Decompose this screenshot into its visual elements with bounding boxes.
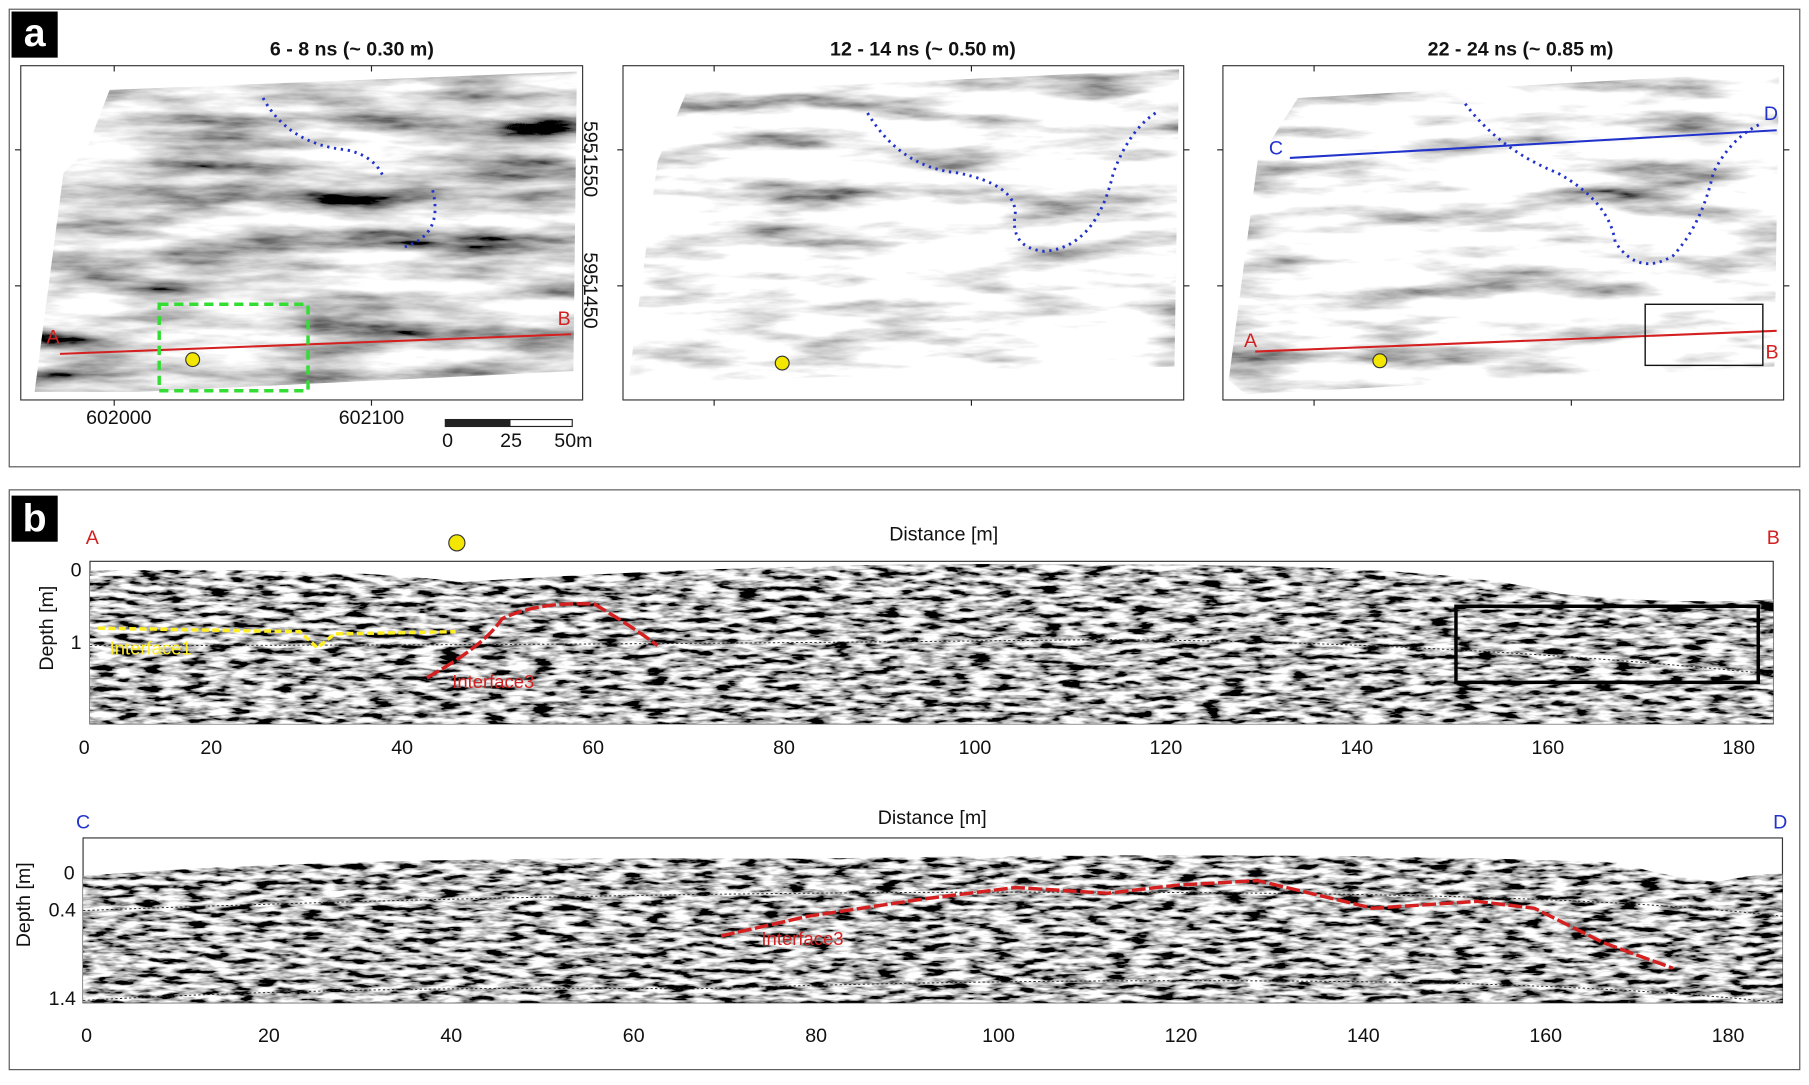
y-tick-label: 5951450 [579,252,601,328]
x-tick-label: 60 [582,737,604,759]
polygon-shape [1228,71,1780,395]
y-axis-label: Depth [m] [13,862,35,947]
path-shape [89,639,1774,675]
y-tick-label: 0 [64,862,75,884]
x-tick-label: 140 [1347,1025,1380,1047]
x-tick-label: 60 [623,1025,645,1047]
x-tick-label: 140 [1341,737,1374,759]
x-tick-label: 160 [1529,1025,1562,1047]
x-tick-label: 160 [1531,737,1564,759]
polygon-shape [34,71,577,392]
y-tick-label: 0.4 [49,899,76,921]
scale-label: 50m [554,430,592,452]
x-tick-label: 40 [440,1025,462,1047]
map-2 [622,65,1185,401]
x-tick-label: 180 [1722,737,1755,759]
circle-shape [1372,353,1388,369]
path-shape [98,626,456,651]
x-ticks-2: 0 20 40 60 80 100 120 140 160 180 [81,1025,1745,1047]
rect-shape [1454,604,1760,685]
circle-shape [185,352,201,368]
section-end: B [1767,527,1780,549]
line-label: A [1244,330,1258,352]
line-label: B [558,308,571,330]
path-shape [1464,102,1761,266]
map-title: 6 - 8 ns (~ 0.30 m) [270,38,434,60]
path-shape [83,855,1783,1003]
panel-b-badge [11,495,58,542]
panel-b-frame [8,489,1801,1071]
line-label: D [1764,103,1778,125]
map-3 [1222,65,1785,401]
x-tick-label: 120 [1165,1025,1198,1047]
path-shape [426,601,659,680]
x-ticks-1: 0 20 40 60 80 100 120 140 160 180 [79,737,1755,759]
scale-label: 25 [500,430,522,452]
line-shape [1289,129,1777,159]
path-shape [261,97,437,250]
polygon-shape [628,69,1180,383]
x-tick-label: 0 [81,1025,92,1047]
panel-a-badge [11,11,58,58]
panel-a-frame [8,8,1801,468]
line-label: A [47,326,61,348]
rect-shape [157,302,310,393]
section-end: D [1773,812,1787,834]
x-tick-label: 20 [258,1025,280,1047]
x-tick-label: 20 [200,737,222,759]
scale-label: 0 [442,430,453,452]
panel-b-label: b [23,497,47,540]
map-title: 22 - 24 ns (~ 0.85 m) [1428,38,1614,60]
x-tick-label: 602100 [339,407,405,429]
circle-shape [448,534,466,552]
annotation: Interface3 [761,928,843,949]
section-end: C [76,812,90,834]
y-tick-label: 5951550 [579,121,601,197]
gpr-section-1 [89,534,1774,725]
x-tick-label: 100 [982,1025,1015,1047]
line-shape [59,333,572,355]
x-tick-label: 100 [959,737,992,759]
section-end: A [86,527,100,549]
x-tick-label: 40 [391,737,413,759]
scale-bar [444,418,573,428]
line-shape [1255,329,1777,353]
line-label: B [1766,341,1779,363]
y-tick-label: 1 [71,632,82,654]
path-shape [720,878,1674,970]
map-title: 12 - 14 ns (~ 0.50 m) [830,38,1016,60]
path-shape [89,563,1774,724]
x-axis-label: Distance [m] [878,807,987,829]
x-tick-label: 0 [79,737,90,759]
annotation: Interface1 [110,638,192,659]
x-tick-label: 602000 [86,407,152,429]
x-tick-label: 80 [805,1025,827,1047]
panel-a-label: a [24,12,47,55]
annotation: Interface3 [452,671,534,692]
y-tick-label: 1.4 [49,988,76,1010]
x-axis-label: Distance [m] [889,524,998,546]
x-tick-label: 180 [1712,1025,1745,1047]
rect-shape [444,418,511,428]
rect-shape [509,418,573,428]
map-ticks [14,65,1790,406]
circle-shape [774,355,790,371]
x-tick-label: 120 [1150,737,1183,759]
y-axis-label: Depth [m] [36,586,58,671]
gpr-section-2 [82,837,1784,1004]
x-tick-label: 80 [773,737,795,759]
y-tick-label: 0 [71,559,82,581]
rect-shape [1644,303,1764,367]
path-shape [866,109,1161,253]
map-1 [20,65,584,401]
line-label: C [1269,137,1283,159]
